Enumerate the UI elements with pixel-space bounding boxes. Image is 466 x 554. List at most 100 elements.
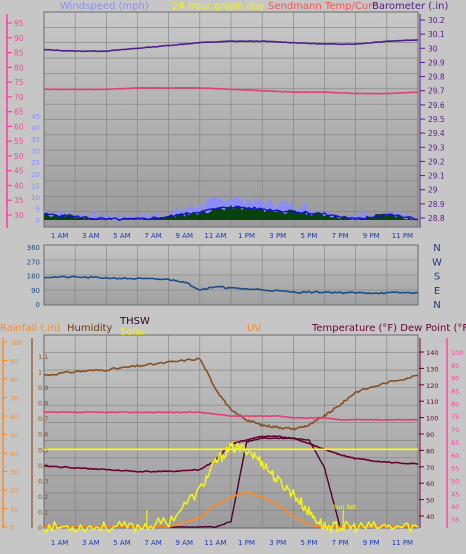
- left-tick-label: 90: [14, 34, 24, 43]
- x-tick-label: 3 PM: [269, 232, 286, 240]
- temperature-axis: 140 130 120 110 100 90 80 70 60 50 40: [419, 338, 438, 528]
- temp-tick-label: 60: [426, 480, 434, 488]
- rainfall-tick-label: 0.8: [38, 400, 48, 408]
- top-left-axis: 95 90 85 80 75 70 65 60 55 50 45 40 35 30: [6, 14, 24, 228]
- sunset-label: Sun Set: [333, 504, 357, 511]
- temp-tick-label: 140: [426, 349, 438, 357]
- rain-mm-label: 70: [10, 395, 18, 403]
- rain-mm-label: 50: [10, 432, 18, 440]
- x-tick-label: 9 PM: [363, 232, 380, 240]
- inner-tick-label: 15: [31, 182, 40, 190]
- x-tick-label: 11 AM: [204, 232, 226, 240]
- left-tick-label: 60: [14, 122, 24, 131]
- x-tick-label: 5 AM: [113, 539, 131, 547]
- rainfall-tick-label: 0: [38, 524, 42, 532]
- humidity-axis: 1.1 1 0.9 0.8 0.7 0.6 0.5 0.4 0.3 0.2 0.1 0: [31, 338, 48, 532]
- dir-series: [43, 275, 419, 295]
- right-tick-label: 29.2: [428, 157, 445, 166]
- compass-label: S: [434, 272, 440, 283]
- top-x-axis: 1 AM 3 AM 5 AM 7 AM 9 AM 11 AM 1 PM 3 PM 5 PM 7 P…: [51, 232, 413, 240]
- left-tick-label: 70: [14, 93, 24, 102]
- inner-tick-label: 10: [31, 194, 40, 202]
- dir-left-axis: 360 270 180 90 0: [27, 244, 40, 309]
- rain-mm-label: 100: [10, 339, 22, 347]
- x-tick-label: 9 PM: [363, 539, 380, 547]
- temp-tick-label: 120: [426, 382, 438, 390]
- temperature2-axis: 100 95 90 85 80 75 70 65 60 55 50 45 40 35: [446, 338, 463, 528]
- left-tick-label: 40: [14, 181, 24, 190]
- temp2-tick-label: 60: [451, 452, 459, 460]
- compass-label: N: [433, 243, 440, 254]
- temp2-tick-label: 100: [451, 349, 463, 357]
- dir-tick-label: 360: [27, 244, 40, 252]
- temp2-tick-label: 40: [451, 503, 459, 511]
- temp2-tick-label: 75: [451, 413, 459, 421]
- temp2-tick-label: 85: [451, 388, 459, 396]
- inner-tick-label: 40: [31, 125, 40, 133]
- rainfall-tick-label: 1: [38, 369, 42, 377]
- title-barometer: Barometer (.in): [372, 1, 448, 12]
- title-rainfall: Rainfall (.in): [0, 323, 61, 334]
- rain-mm-label: 40: [10, 450, 18, 458]
- right-tick-label: 29.3: [428, 143, 445, 152]
- temp2-tick-label: 55: [451, 465, 459, 473]
- rain-mm-label: 30: [10, 469, 18, 477]
- rainfall-tick-label: 0.2: [38, 493, 48, 501]
- dir-grid: [44, 245, 418, 305]
- inner-tick-label: 5: [36, 205, 40, 213]
- right-tick-label: 29.1: [428, 172, 445, 181]
- left-tick-label: 65: [14, 108, 24, 117]
- left-tick-label: 35: [14, 196, 24, 205]
- x-tick-label: 7 PM: [332, 232, 349, 240]
- x-tick-label: 7 PM: [332, 539, 349, 547]
- rainfall-tick-label: 0.4: [38, 462, 48, 470]
- dewpoint-line: [44, 435, 419, 473]
- title-humidity: Humidity: [67, 323, 112, 334]
- left-tick-label: 55: [14, 137, 24, 146]
- temp2-tick-label: 70: [451, 426, 459, 434]
- rainfall-tick-label: 1.1: [38, 353, 48, 361]
- rain-mm-label: 80: [10, 376, 18, 384]
- temperature-line: [44, 87, 419, 95]
- title-windspeed: Windspeed (mph): [60, 1, 149, 12]
- windgust-line: [43, 205, 419, 222]
- title-overlap: Sendmann Temp/Curr: [268, 1, 377, 12]
- x-tick-label: 11 PM: [392, 539, 413, 547]
- x-tick-label: 11 PM: [392, 232, 413, 240]
- left-tick-label: 45: [14, 167, 24, 176]
- solar-line: [43, 441, 419, 534]
- left-tick-label: 85: [14, 49, 24, 58]
- left-tick-label: 75: [14, 78, 24, 87]
- title-graph-day: 24 hour graph day: [172, 1, 265, 12]
- right-tick-label: 28.8: [428, 214, 445, 223]
- wind-direction-line: [43, 275, 419, 295]
- x-tick-label: 3 PM: [269, 539, 286, 547]
- right-tick-label: 29.8: [428, 73, 445, 82]
- compass-label: N: [433, 300, 440, 311]
- bottom-x-axis: 1 AM 3 AM 5 AM 7 AM 9 AM 11 AM 1 PM 3 PM 5 PM 7 P…: [51, 539, 413, 547]
- temp2-tick-label: 95: [451, 362, 459, 370]
- compass-label: E: [434, 286, 440, 297]
- temp-tick-label: 110: [426, 398, 438, 406]
- dir-tick-label: 270: [27, 258, 40, 266]
- x-tick-label: 5 PM: [300, 539, 317, 547]
- title-thsw: THSW: [119, 316, 150, 327]
- right-tick-label: 29.5: [428, 115, 445, 124]
- x-tick-label: 11 AM: [204, 539, 226, 547]
- left-tick-label: 30: [14, 211, 24, 220]
- rainfall-tick-label: 0.6: [38, 431, 48, 439]
- rain-mm-label: 20: [10, 487, 18, 495]
- left-tick-label: 80: [14, 63, 24, 72]
- rain-mm-label: 90: [10, 358, 18, 366]
- x-tick-label: 3 AM: [82, 232, 100, 240]
- rainfall-tick-label: 0.3: [38, 477, 48, 485]
- inner-tick-label: 20: [31, 171, 40, 179]
- x-tick-label: 5 PM: [300, 232, 317, 240]
- humidity-line: [43, 357, 419, 431]
- top-right-axis: 30.2 30.1 30 29.9 29.8 29.7 29.6 29.5 29.4 29.3 29…: [419, 14, 445, 228]
- rainfall-tick-label: 0.7: [38, 415, 48, 423]
- temp2-tick-label: 35: [451, 516, 459, 524]
